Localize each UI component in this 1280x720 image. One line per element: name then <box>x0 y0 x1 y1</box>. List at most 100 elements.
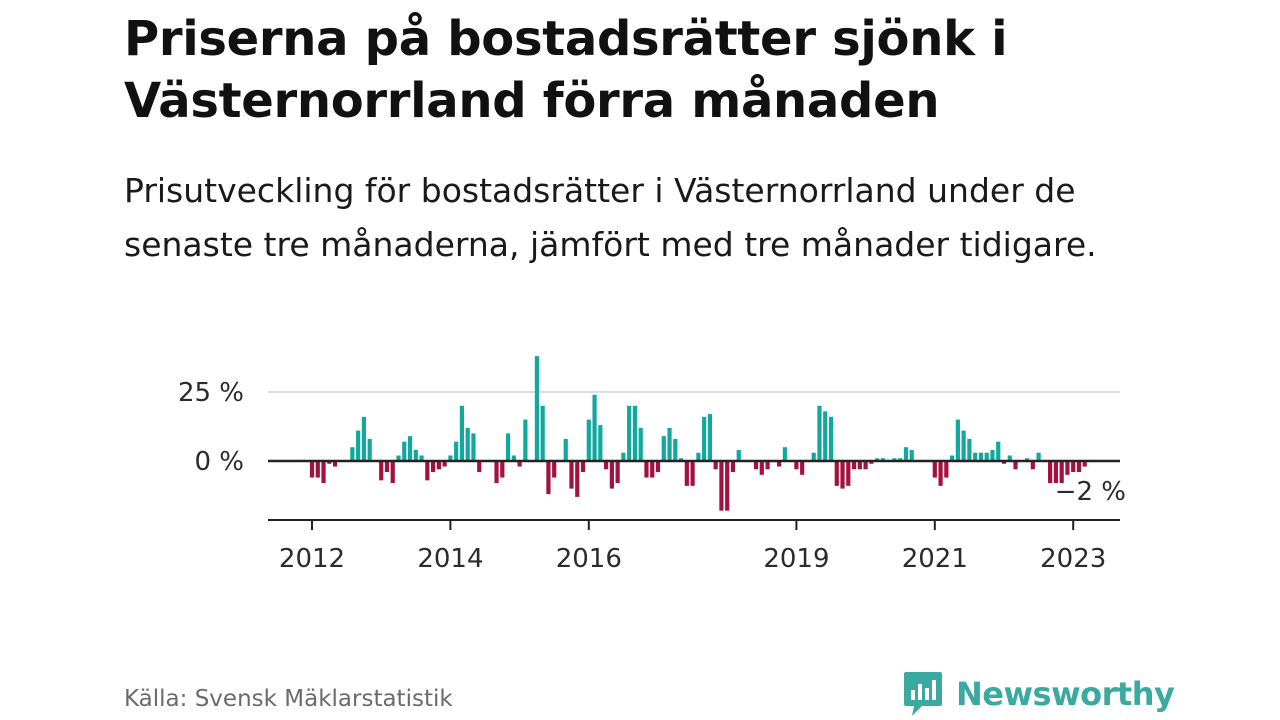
bar <box>834 461 839 486</box>
bar <box>575 461 580 497</box>
bar <box>540 405 545 461</box>
bar <box>396 455 401 461</box>
x-tick-label: 2023 <box>1040 544 1106 574</box>
bar <box>436 461 441 470</box>
bar <box>673 438 678 461</box>
bar <box>898 458 903 461</box>
bar <box>448 455 453 461</box>
bar <box>505 433 511 461</box>
bar <box>1013 461 1018 470</box>
bar <box>402 441 407 461</box>
bar <box>638 427 643 461</box>
bar <box>465 427 470 461</box>
bar <box>1024 458 1030 461</box>
bar <box>973 452 978 461</box>
bar <box>800 461 805 475</box>
bar <box>1059 461 1064 484</box>
bar <box>309 461 315 478</box>
chart-title: Priserna på bostadsrätter sjönk i Väster… <box>124 11 1008 129</box>
bar <box>678 458 684 461</box>
bar <box>609 461 614 489</box>
bar <box>961 430 966 461</box>
source-note: Källa: Svensk Mäklarstatistik <box>124 686 453 712</box>
bar <box>477 461 482 473</box>
bar <box>996 441 1001 461</box>
bar <box>327 461 332 464</box>
bar <box>407 436 413 461</box>
bar <box>621 452 626 461</box>
bar <box>644 461 649 478</box>
last-value-label: −2 % <box>1055 477 1126 507</box>
bar <box>707 414 712 461</box>
bar <box>1065 461 1070 475</box>
bar <box>650 461 655 478</box>
bar <box>598 425 603 461</box>
x-tick-label: 2019 <box>763 544 829 574</box>
bar <box>379 461 384 481</box>
bar <box>517 461 522 467</box>
bar <box>696 452 701 461</box>
bar <box>315 461 320 478</box>
bar <box>782 447 787 461</box>
bar <box>730 461 736 473</box>
bar <box>604 461 609 470</box>
bar <box>523 419 528 461</box>
bar <box>459 405 465 461</box>
bar <box>909 449 914 461</box>
bar <box>442 461 447 467</box>
bar <box>655 461 661 473</box>
bar <box>967 438 972 461</box>
bar <box>765 461 770 470</box>
bar <box>840 461 845 489</box>
bar <box>361 416 366 461</box>
bar <box>702 416 707 461</box>
bar <box>586 419 591 461</box>
bar <box>454 441 459 461</box>
bar <box>431 461 436 473</box>
bar <box>1053 461 1058 484</box>
bar <box>984 452 989 461</box>
bar <box>846 461 851 486</box>
bar <box>759 461 764 475</box>
bar <box>684 461 689 486</box>
bar <box>384 461 390 473</box>
bar <box>534 356 539 461</box>
bar <box>880 458 885 461</box>
bar <box>753 461 759 470</box>
bar <box>390 461 395 484</box>
bar <box>1071 461 1076 473</box>
bar <box>713 461 718 470</box>
bar <box>950 455 955 461</box>
bar <box>955 419 960 461</box>
y-tick-label: 0 % <box>194 447 244 477</box>
bar <box>725 461 730 511</box>
bar <box>632 405 638 461</box>
bar <box>1007 455 1012 461</box>
bar <box>350 447 355 461</box>
bar <box>332 461 338 467</box>
chart-subtitle: Prisutveckling för bostadsrätter i Väste… <box>124 171 1097 264</box>
bar <box>932 461 937 478</box>
bar <box>863 461 868 470</box>
bar <box>419 455 424 461</box>
bar <box>777 461 782 467</box>
bar <box>1030 461 1035 470</box>
bar <box>511 455 516 461</box>
bar <box>667 427 672 461</box>
newsworthy-logo: Newsworthy <box>902 670 1175 718</box>
bar <box>546 461 551 495</box>
bar <box>471 433 476 461</box>
bar <box>690 461 695 486</box>
bar <box>356 430 361 461</box>
x-tick-label: 2016 <box>556 544 622 574</box>
x-tick-label: 2012 <box>279 544 345 574</box>
x-tick-label: 2014 <box>417 544 483 574</box>
bar <box>875 458 880 461</box>
bar <box>857 461 862 470</box>
bar <box>938 461 943 486</box>
bar <box>580 461 586 473</box>
bar <box>494 461 499 484</box>
bar <box>661 436 666 461</box>
bar <box>851 461 857 470</box>
